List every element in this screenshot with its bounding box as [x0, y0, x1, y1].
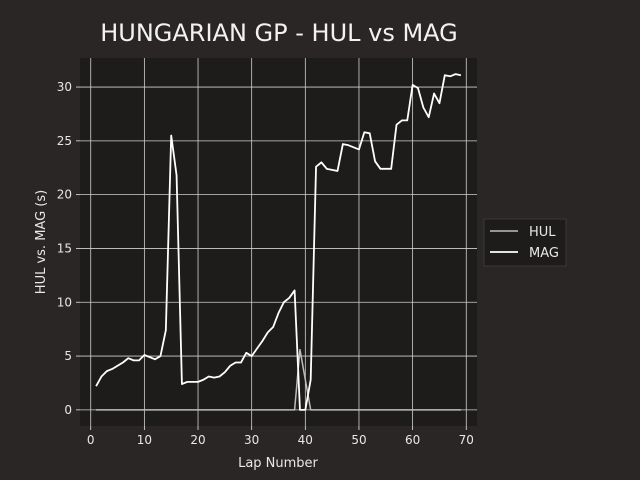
y-tick-label: 5: [64, 349, 72, 363]
legend-label-mag: MAG: [529, 246, 559, 261]
axis-ticks: 0 10 20 30 40 50 60 70 0 5 10 15 20 25 30: [57, 80, 474, 447]
y-axis-label: HUL vs. MAG (s): [34, 190, 49, 294]
series-line-hul: [96, 348, 461, 411]
x-axis-label: Lap Number: [238, 456, 318, 471]
y-tick-label: 25: [57, 134, 72, 148]
legend-label-hul: HUL: [529, 225, 556, 240]
x-tick-label: 20: [190, 433, 205, 447]
y-tick-label: 15: [57, 241, 72, 255]
y-tick-label: 20: [57, 188, 72, 202]
series-line-mag: [95, 73, 462, 411]
x-tick-label: 60: [405, 433, 420, 447]
plot-area: [80, 58, 477, 426]
chart-title: HUNGARIAN GP - HUL vs MAG: [100, 19, 458, 47]
series-layer: [95, 73, 462, 411]
y-tick-label: 30: [57, 80, 72, 94]
x-tick-label: 30: [244, 433, 259, 447]
y-tick-label: 0: [64, 403, 72, 417]
legend: HUL MAG: [483, 218, 567, 267]
y-tick-label: 10: [57, 295, 72, 309]
x-tick-label: 50: [351, 433, 366, 447]
legend-box: [483, 218, 567, 267]
x-tick-label: 0: [87, 433, 95, 447]
x-tick-label: 70: [459, 433, 474, 447]
x-tick-label: 40: [298, 433, 313, 447]
x-tick-label: 10: [137, 433, 152, 447]
